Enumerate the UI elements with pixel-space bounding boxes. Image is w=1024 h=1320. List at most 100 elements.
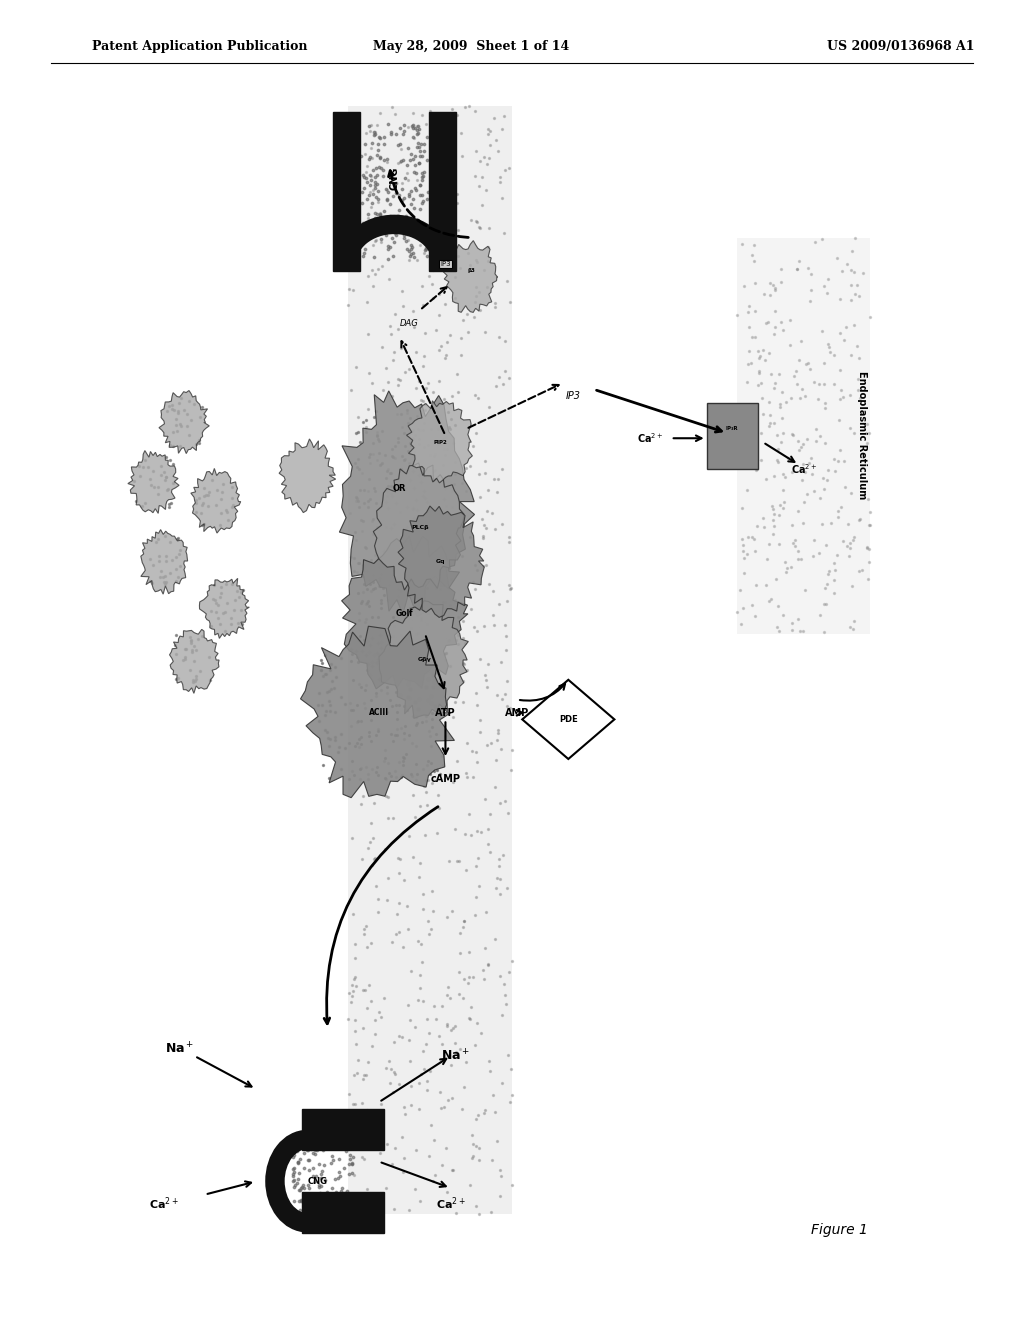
- Point: [187, 668, 204, 689]
- Point: [490, 593, 507, 614]
- Point: [471, 176, 487, 197]
- Point: [291, 1162, 307, 1183]
- Point: [310, 710, 327, 731]
- Point: [827, 560, 844, 581]
- Point: [434, 1155, 451, 1176]
- Point: [289, 1140, 305, 1162]
- Point: [734, 529, 751, 550]
- Point: [406, 102, 422, 123]
- Point: [435, 591, 452, 612]
- Point: [422, 100, 438, 121]
- Point: [380, 752, 396, 774]
- Point: [846, 314, 862, 335]
- Point: [364, 148, 380, 169]
- Point: [348, 488, 365, 510]
- Point: [472, 1023, 488, 1044]
- Point: [367, 121, 383, 143]
- Point: [715, 422, 731, 444]
- Point: [358, 644, 375, 665]
- Point: [359, 1052, 376, 1073]
- Point: [861, 539, 878, 560]
- Point: [442, 595, 459, 616]
- Point: [469, 251, 485, 272]
- Point: [324, 1146, 340, 1167]
- Point: [352, 432, 369, 453]
- Point: [421, 1146, 437, 1167]
- Point: [160, 479, 176, 500]
- Point: [441, 656, 458, 677]
- Point: [383, 483, 399, 504]
- Point: [346, 224, 362, 246]
- Point: [735, 548, 752, 569]
- Point: [419, 755, 435, 776]
- Point: [358, 594, 375, 615]
- Point: [758, 313, 774, 334]
- Point: [467, 578, 483, 599]
- Point: [170, 400, 186, 421]
- Point: [415, 899, 431, 920]
- Point: [358, 168, 375, 189]
- Polygon shape: [348, 106, 512, 1214]
- Point: [762, 285, 778, 306]
- Point: [467, 292, 483, 313]
- Point: [416, 775, 432, 796]
- Point: [795, 620, 811, 642]
- Point: [825, 552, 842, 573]
- Point: [371, 1114, 387, 1135]
- Point: [436, 574, 453, 595]
- Point: [367, 174, 383, 195]
- Point: [498, 994, 514, 1015]
- Point: [435, 539, 452, 560]
- Point: [471, 281, 487, 302]
- Point: [724, 403, 740, 424]
- Point: [822, 512, 839, 533]
- Point: [450, 381, 466, 403]
- Point: [292, 1148, 308, 1170]
- Point: [440, 975, 457, 997]
- Point: [423, 418, 439, 440]
- Point: [384, 166, 400, 187]
- Point: [345, 1187, 361, 1208]
- Point: [403, 115, 420, 136]
- Point: [846, 527, 862, 548]
- Point: [365, 433, 381, 454]
- Point: [417, 322, 433, 343]
- Point: [793, 437, 809, 458]
- Point: [386, 1199, 402, 1220]
- Point: [772, 396, 788, 417]
- Point: [375, 379, 391, 400]
- Point: [372, 645, 388, 667]
- Point: [392, 601, 409, 622]
- Point: [496, 223, 512, 244]
- Point: [762, 272, 778, 293]
- Point: [190, 487, 207, 508]
- Point: [398, 154, 415, 176]
- Point: [295, 1173, 311, 1195]
- Point: [179, 404, 196, 425]
- Point: [460, 322, 476, 343]
- Point: [480, 653, 497, 675]
- Point: [441, 763, 458, 784]
- Point: [375, 214, 391, 235]
- Point: [710, 411, 726, 432]
- Point: [380, 808, 396, 829]
- Point: [765, 498, 781, 519]
- Point: [402, 144, 419, 165]
- Point: [427, 459, 443, 480]
- Point: [370, 218, 386, 239]
- Point: [332, 1166, 348, 1187]
- Point: [763, 363, 779, 384]
- Point: [369, 173, 385, 194]
- Point: [360, 653, 377, 675]
- Point: [359, 837, 376, 858]
- Point: [368, 492, 384, 513]
- Point: [474, 194, 490, 215]
- Point: [461, 966, 477, 987]
- Point: [833, 379, 849, 400]
- Point: [486, 519, 503, 540]
- Point: [345, 979, 361, 1001]
- Point: [493, 652, 509, 673]
- Point: [434, 995, 451, 1016]
- Point: [394, 747, 411, 768]
- Point: [464, 1148, 480, 1170]
